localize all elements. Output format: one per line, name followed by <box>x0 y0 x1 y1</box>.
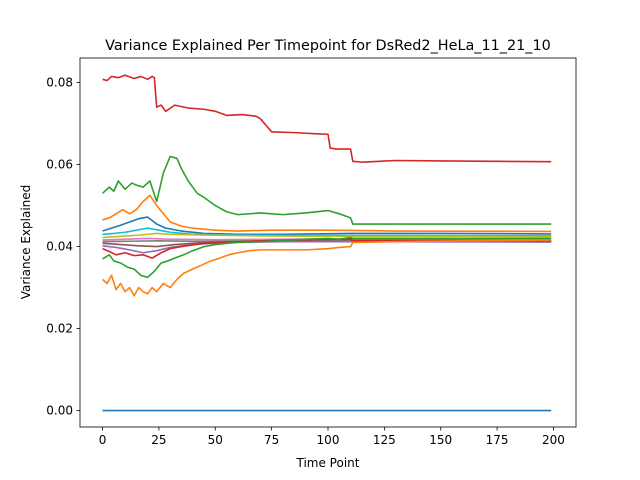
series-line-10 <box>102 240 552 254</box>
series-line-11 <box>102 238 552 259</box>
series-line-7 <box>102 237 552 241</box>
y-tick-label: 0.04 <box>46 240 73 254</box>
y-tick-label: 0.02 <box>46 322 73 336</box>
y-tick-label: 0.00 <box>46 404 73 418</box>
x-axis: 0 25 50 75 100 125 150 175 200 <box>99 427 565 447</box>
y-tick-label: 0.06 <box>46 158 73 172</box>
x-tick-label: 125 <box>373 433 396 447</box>
x-tick-label: 200 <box>542 433 565 447</box>
series-line-6 <box>102 232 552 239</box>
series-line-2 <box>102 155 552 225</box>
series-line-12 <box>102 236 552 279</box>
y-tick-label: 0.08 <box>46 76 73 90</box>
chart-title: Variance Explained Per Timepoint for DsR… <box>105 38 551 54</box>
series-line-4 <box>102 216 552 236</box>
series-line-13 <box>102 239 552 297</box>
series-line-1 <box>102 74 552 163</box>
series-line-3 <box>102 194 552 233</box>
x-tick-label: 75 <box>264 433 279 447</box>
x-tick-label: 0 <box>99 433 107 447</box>
x-tick-label: 150 <box>429 433 452 447</box>
x-axis-label: Time Point <box>296 456 360 470</box>
series-layer <box>102 74 552 412</box>
x-tick-label: 175 <box>486 433 509 447</box>
y-axis-label: Variance Explained <box>19 185 33 300</box>
x-tick-label: 100 <box>317 433 340 447</box>
x-tick-label: 25 <box>151 433 166 447</box>
y-axis: 0.00 0.02 0.04 0.06 0.08 <box>46 76 80 418</box>
x-tick-label: 50 <box>208 433 223 447</box>
